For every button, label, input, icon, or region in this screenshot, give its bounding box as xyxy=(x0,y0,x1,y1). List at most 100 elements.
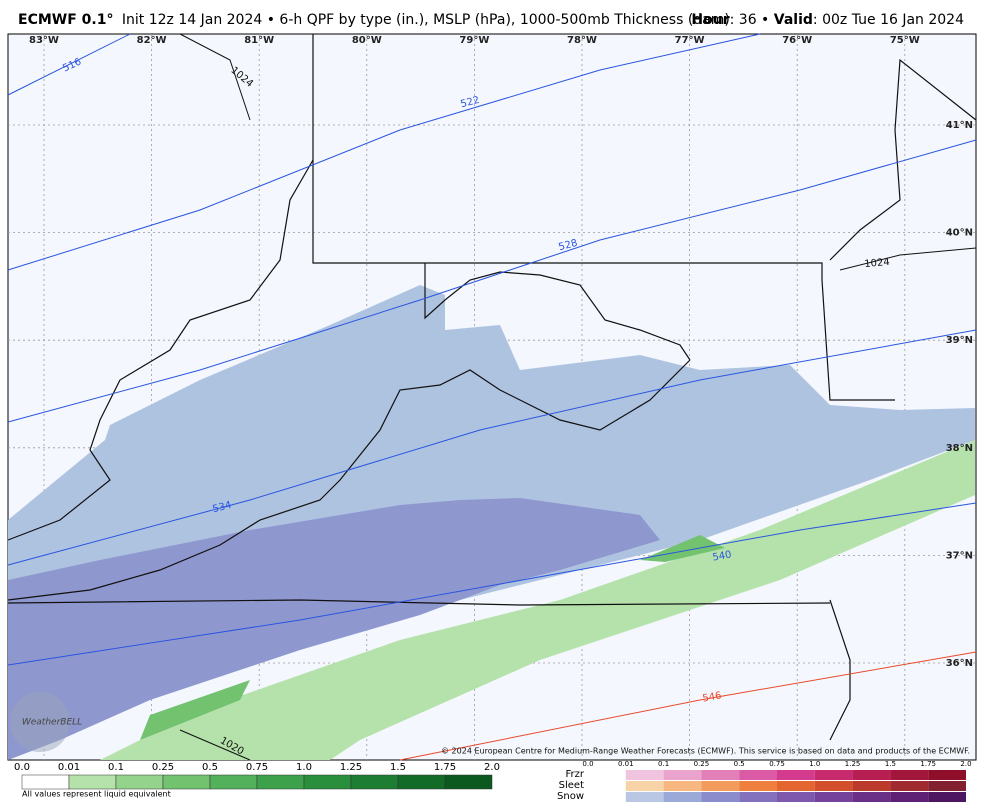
description: Init 12z 14 Jan 2024 • 6-h QPF by type (… xyxy=(122,12,730,28)
type-swatch xyxy=(625,781,664,791)
state-borders xyxy=(7,34,977,741)
rain-swatch xyxy=(115,774,164,790)
rain-swatch xyxy=(303,774,352,790)
watermark-logo xyxy=(10,692,70,752)
type-swatch xyxy=(625,792,664,802)
type-swatch xyxy=(814,770,853,780)
thickness-contours xyxy=(7,33,977,666)
hour-value: : 36 • xyxy=(730,12,770,28)
rain-swatch xyxy=(68,774,117,790)
rain-tick: 0.0 xyxy=(14,762,30,773)
longitude-label: 76°W xyxy=(782,35,812,46)
thickness-label: 534 xyxy=(211,500,232,516)
type-swatch xyxy=(777,792,815,802)
rain-tick: 1.5 xyxy=(390,762,406,773)
type-tick: 0.75 xyxy=(769,760,785,768)
type-tick: 0.01 xyxy=(618,760,634,768)
header-right: Hour: 36 • Valid: 00z Tue 16 Jan 2024 xyxy=(691,12,964,28)
longitude-label: 75°W xyxy=(890,35,920,46)
type-swatch xyxy=(928,770,966,780)
rain-swatch xyxy=(350,774,399,790)
rain-tick: 2.0 xyxy=(484,762,500,773)
longitude-label: 83°W xyxy=(29,35,59,46)
thickness-label: 546 xyxy=(702,690,723,704)
type-tick: 0.25 xyxy=(694,760,710,768)
type-swatch xyxy=(739,792,777,802)
type-tick: 0.1 xyxy=(658,760,669,768)
hour-label: Hour xyxy=(691,12,729,28)
type-label: Snow xyxy=(557,791,584,802)
type-swatch xyxy=(852,792,891,802)
rain-swatch xyxy=(21,774,70,790)
rain-swatch xyxy=(256,774,305,790)
type-swatch xyxy=(852,770,891,780)
map: 83°W 82°W 81°W 80°W 79°W 78°W 77°W 76°W 75°W 41°N… xyxy=(7,33,977,761)
rain-swatch xyxy=(162,774,211,790)
type-swatch xyxy=(852,781,891,791)
rain-swatch xyxy=(444,774,493,790)
legend-note: All values represent liquid equivalent xyxy=(22,790,171,799)
type-tick: 0.0 xyxy=(582,760,593,768)
type-swatch xyxy=(814,781,853,791)
type-tick: 2.0 xyxy=(960,760,971,768)
rain-tick: 0.75 xyxy=(246,762,268,773)
type-tick: 1.25 xyxy=(845,760,861,768)
rain-tick: 0.5 xyxy=(202,762,218,773)
rain-tick: 0.01 xyxy=(58,762,80,773)
pressure-label: 1024 xyxy=(864,257,890,270)
header-left: ECMWF 0.1° Init 12z 14 Jan 2024 • 6-h QP… xyxy=(18,12,730,28)
valid-label: Valid xyxy=(774,12,813,28)
type-swatch xyxy=(739,781,777,791)
longitude-label: 77°W xyxy=(675,35,705,46)
legend: All values represent liquid equivalent 0… xyxy=(14,760,972,802)
type-tick: 1.5 xyxy=(885,760,896,768)
isobars xyxy=(179,33,977,761)
thickness-label: 522 xyxy=(459,95,480,111)
type-swatch xyxy=(777,770,815,780)
type-swatch xyxy=(701,770,740,780)
type-swatch xyxy=(625,770,664,780)
valid-value: : 00z Tue 16 Jan 2024 xyxy=(813,12,964,28)
type-swatch xyxy=(890,770,929,780)
type-label: Sleet xyxy=(559,780,584,791)
rain-tick: 0.25 xyxy=(152,762,174,773)
type-swatch xyxy=(890,781,929,791)
thickness-contour-546 xyxy=(399,651,977,761)
latitude-label: 38°N xyxy=(946,443,973,454)
type-swatch xyxy=(928,792,966,802)
rain-swatch xyxy=(397,774,446,790)
longitude-label: 78°W xyxy=(567,35,597,46)
latitude-label: 41°N xyxy=(946,120,973,131)
longitude-label: 80°W xyxy=(352,35,382,46)
thickness-label: 528 xyxy=(557,238,578,254)
type-swatch xyxy=(663,792,702,802)
rain-tick: 1.25 xyxy=(340,762,362,773)
thickness-label: 540 xyxy=(712,549,733,563)
type-swatch xyxy=(928,781,966,791)
type-tick: 1.0 xyxy=(809,760,820,768)
mixed-area xyxy=(8,498,660,760)
type-label: Frzr xyxy=(566,769,585,780)
type-swatch xyxy=(701,781,740,791)
rain-swatch xyxy=(209,774,258,790)
type-tick: 0.5 xyxy=(734,760,745,768)
rain-heavy-area xyxy=(140,535,725,740)
watermark: WeatherBELL xyxy=(22,718,82,728)
rain-tick: 1.0 xyxy=(296,762,312,773)
longitude-label: 81°W xyxy=(244,35,274,46)
type-swatch xyxy=(890,792,929,802)
longitude-label: 79°W xyxy=(459,35,489,46)
rain-area xyxy=(100,440,975,760)
latitude-label: 37°N xyxy=(946,550,973,561)
type-swatch xyxy=(663,770,702,780)
latitude-label: 40°N xyxy=(946,228,973,239)
type-swatch xyxy=(701,792,740,802)
rain-tick: 0.1 xyxy=(108,762,124,773)
rain-tick: 1.75 xyxy=(434,762,456,773)
type-tick: 1.75 xyxy=(920,760,936,768)
latitude-label: 39°N xyxy=(946,335,973,346)
type-swatch xyxy=(777,781,815,791)
latitude-label: 36°N xyxy=(946,658,973,669)
type-swatch xyxy=(663,781,702,791)
